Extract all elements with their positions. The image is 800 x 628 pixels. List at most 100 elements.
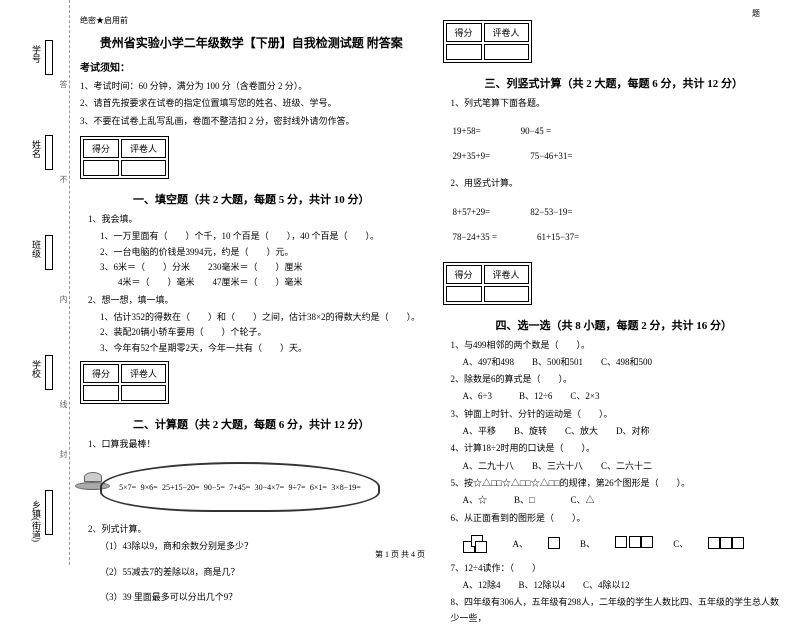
calc-item: 90−5= <box>204 483 225 492</box>
empty-cell <box>446 286 482 302</box>
margin-side-text: 答 <box>58 80 69 88</box>
calculation-cloud-diagram: 5×7= 9×6= 25+15−20= 90−5= 7+45= 30−4×7= … <box>80 457 380 517</box>
shape-label: B、 <box>580 537 595 550</box>
section1-title: 一、填空题（共 2 大题，每题 5 分，共计 10 分） <box>80 191 423 207</box>
binding-margin: 学号 答 姓名 不 班级 内 学校 线 封 乡镇(街道) <box>0 0 70 565</box>
question-sub: 2、装配20辆小轿车要用（ ）个轮子。 <box>100 325 423 340</box>
calc-item: 5×7= <box>119 483 136 492</box>
score-box: 得分评卷人 <box>443 20 532 63</box>
calc-row: 29+35+9= 75−46+31= <box>453 151 786 161</box>
empty-cell <box>121 160 166 176</box>
margin-side-text: 内 <box>58 295 69 303</box>
calc-item: 61+15−37= <box>537 232 579 242</box>
question-sub: （2）55减去7的差除以8，商是几？ <box>100 565 423 580</box>
margin-label-school: 学校 <box>30 360 43 378</box>
score-box: 得分评卷人 <box>80 136 169 179</box>
confidential-label: 绝密★启用前 <box>80 15 423 26</box>
score-box: 得分评卷人 <box>80 361 169 404</box>
empty-cell <box>446 44 482 60</box>
section4-title: 四、选一选（共 8 小题，每题 2 分，共计 16 分） <box>443 317 786 333</box>
shape-label: C、 <box>673 537 688 550</box>
notice-title: 考试须知： <box>80 59 423 74</box>
question: 2、用竖式计算。 <box>451 176 786 191</box>
reviewer-cell: 评卷人 <box>121 139 166 158</box>
calc-row: 19+58= 90−45 = <box>453 126 786 136</box>
cloud-shape: 5×7= 9×6= 25+15−20= 90−5= 7+45= 30−4×7= … <box>100 462 380 512</box>
shape-label: A、 <box>513 537 529 550</box>
options: A、平移 B、旋转 C、放大 D、对称 <box>463 424 786 439</box>
question: 7、12÷4读作：（ ） <box>451 561 786 576</box>
main-content: 绝密★启用前 贵州省实验小学二年级数学【下册】自我检测试题 附答案 考试须知： … <box>80 15 785 628</box>
question-sub: 3、今年有52个星期零2天，今年一共有（ ）天。 <box>100 341 423 356</box>
question: 1、我会填。 <box>88 212 423 227</box>
shape-c <box>708 537 744 549</box>
calc-item: 29+35+9= <box>453 151 491 161</box>
calc-item: 7+45= <box>229 483 250 492</box>
margin-side-text: 线 <box>58 400 69 408</box>
calc-item: 6×1= <box>310 483 327 492</box>
question-sub: 1、一万里面有（ ）个千，10 个百是（ ），40 个百是（ ）。 <box>100 229 423 244</box>
empty-cell <box>121 385 166 401</box>
shape-a <box>548 537 560 549</box>
reviewer-cell: 评卷人 <box>121 364 166 383</box>
empty-cell <box>83 385 119 401</box>
question: 3、钟面上时针、分针的运动是（ ）。 <box>451 407 786 422</box>
question: 1、口算我最棒！ <box>88 437 423 452</box>
question: 8、四年级有306人，五年级有298人，二年级的学生人数比四、五年级的学生总人数… <box>451 595 786 626</box>
calc-item: 25+15−20= <box>162 483 200 492</box>
calc-item: 90−45 = <box>521 126 551 136</box>
question-sub: 3、6米＝（ ）分米 230毫米＝（ ）厘米 <box>100 260 423 275</box>
page-footer: 第 1 页 共 4 页 <box>0 549 800 560</box>
question: 4、计算18÷2时用的口诀是（ ）。 <box>451 441 786 456</box>
calc-item: 9×6= <box>141 483 158 492</box>
right-column: 得分评卷人 三、列竖式计算（共 2 大题，每题 6 分，共计 12 分） 1、列… <box>443 15 786 628</box>
question-sub: 1、估计352的得数在（ ）和（ ）之间，估计38×2的得数大约是（ ）。 <box>100 310 423 325</box>
question: 5、按☆△□□☆△□□☆△□□的规律，第26个图形是（ ）。 <box>451 476 786 491</box>
calc-item: 19+58= <box>453 126 481 136</box>
options: A、☆ B、□ C、△ <box>463 493 786 508</box>
question-sub: 4米＝（ ）毫米 47厘米＝（ ）毫米 <box>100 275 423 290</box>
question: 1、与499相邻的两个数是（ ）。 <box>451 338 786 353</box>
score-cell: 得分 <box>83 364 119 383</box>
margin-box <box>45 355 53 390</box>
score-cell: 得分 <box>83 139 119 158</box>
rule-item: 1、考试时间：60 分钟，满分为 100 分（含卷面分 2 分）。 <box>80 79 423 93</box>
margin-box <box>45 135 53 170</box>
calc-item: 30−4×7= <box>255 483 285 492</box>
calc-item: 82−53−19= <box>530 207 572 217</box>
options: A、497和498 B、500和501 C、498和500 <box>463 355 786 370</box>
question: 2、列式计算。 <box>88 522 423 537</box>
empty-cell <box>83 160 119 176</box>
calc-item: 78−24+35 = <box>453 232 497 242</box>
empty-cell <box>484 44 529 60</box>
margin-label-name: 姓名 <box>30 140 43 158</box>
exam-title: 贵州省实验小学二年级数学【下册】自我检测试题 附答案 <box>80 34 423 51</box>
margin-label-class: 班级 <box>30 240 43 258</box>
calc-item: 75−46+31= <box>530 151 572 161</box>
options: A、12除4 B、12除以4 C、4除以12 <box>463 578 786 593</box>
left-column: 绝密★启用前 贵州省实验小学二年级数学【下册】自我检测试题 附答案 考试须知： … <box>80 15 423 628</box>
margin-box <box>45 235 53 270</box>
margin-label-town: 乡镇(街道) <box>30 500 43 542</box>
empty-cell <box>484 286 529 302</box>
reviewer-cell: 评卷人 <box>484 265 529 284</box>
margin-label-id: 学号 <box>30 45 43 63</box>
calc-item: 9÷7= <box>289 483 306 492</box>
score-cell: 得分 <box>446 23 482 42</box>
options: A、二九十八 B、三六十八 C、二六十二 <box>463 459 786 474</box>
margin-box <box>45 40 53 75</box>
rule-item: 3、不要在试卷上乱写乱画，卷面不整洁扣 2 分，密封线外请勿作答。 <box>80 114 423 128</box>
calc-row: 8+57+29= 82−53−19= <box>453 207 786 217</box>
question: 6、从正面看到的图形是（ ）。 <box>451 511 786 526</box>
question-sub: （3）39 里面最多可以分出几个9？ <box>100 590 423 605</box>
section3-title: 三、列竖式计算（共 2 大题，每题 6 分，共计 12 分） <box>443 75 786 91</box>
question-sub: 2、一台电脑的价钱是3994元，约是（ ）元。 <box>100 245 423 260</box>
rule-item: 2、请首先按要求在试卷的指定位置填写您的姓名、班级、学号。 <box>80 96 423 110</box>
question: 1、列式笔算下面各题。 <box>451 96 786 111</box>
reviewer-cell: 评卷人 <box>484 23 529 42</box>
score-cell: 得分 <box>446 265 482 284</box>
calc-item: 8+57+29= <box>453 207 491 217</box>
calc-item: 3×8−19= <box>331 483 361 492</box>
score-box: 得分评卷人 <box>443 262 532 305</box>
question: 2、想一想，填一填。 <box>88 293 423 308</box>
